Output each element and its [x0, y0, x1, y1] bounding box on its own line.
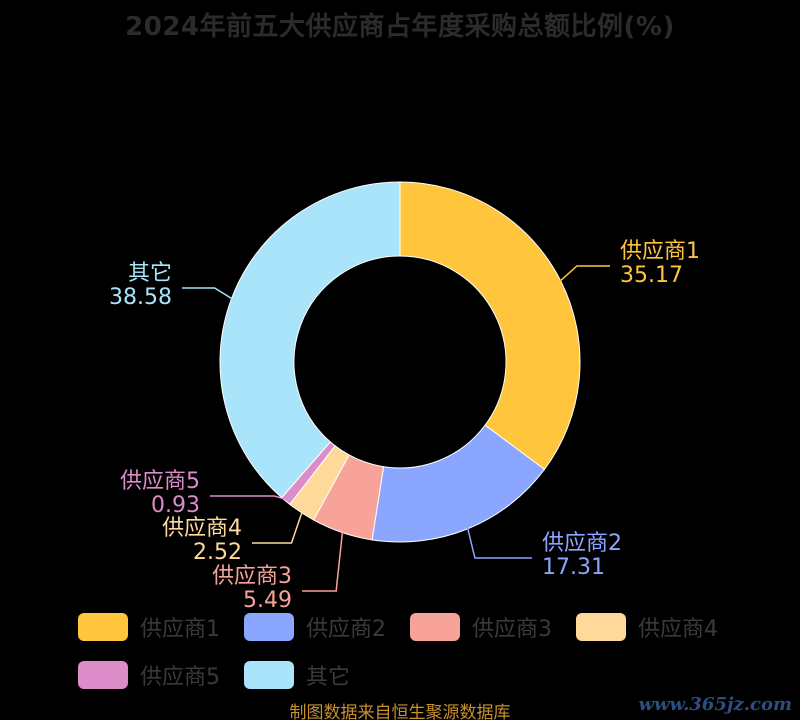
leader-line-4: [252, 510, 304, 544]
legend-label: 供应商3: [472, 617, 552, 642]
slice-1[interactable]: [399, 181, 581, 471]
slice-label-5: 供应商5: [120, 469, 200, 494]
legend-swatch: [410, 613, 460, 641]
leader-line-6: [182, 287, 234, 301]
source-note: 制图数据来自恒生聚源数据库: [289, 703, 511, 720]
legend-swatch: [244, 613, 294, 641]
legend-item-2[interactable]: 供应商2: [244, 612, 386, 642]
slice-label-4: 供应商4: [162, 516, 242, 541]
legend-label: 供应商5: [140, 665, 220, 690]
slice-label-1: 供应商1: [620, 239, 700, 264]
legend-item-4[interactable]: 供应商4: [576, 612, 718, 642]
legend-label: 供应商2: [306, 617, 386, 642]
legend-swatch: [576, 613, 626, 641]
slice-6[interactable]: [219, 181, 401, 499]
legend-item-5[interactable]: 供应商5: [78, 660, 220, 690]
legend-swatch: [78, 613, 128, 641]
chart-title: 2024年前五大供应商占年度采购总额比例(%): [125, 12, 675, 42]
leader-line-5: [210, 495, 288, 501]
slice-label-2: 供应商2: [542, 531, 622, 556]
legend-swatch: [78, 661, 128, 689]
slice-value-4: 2.52: [193, 540, 242, 565]
slice-label-3: 供应商3: [212, 564, 292, 589]
leader-line-1: [558, 265, 610, 283]
legend-item-6[interactable]: 其它: [244, 660, 350, 690]
legend-label: 供应商1: [140, 617, 220, 642]
slice-label-6: 其它: [128, 261, 172, 286]
legend-swatch: [244, 661, 294, 689]
slice-value-5: 0.93: [151, 493, 200, 518]
legend-label: 供应商4: [638, 617, 718, 642]
slice-value-2: 17.31: [542, 555, 605, 580]
legend-label: 其它: [306, 665, 351, 690]
leader-line-2: [466, 526, 532, 559]
legend-item-1[interactable]: 供应商1: [78, 612, 220, 642]
watermark: www.365jz.com: [638, 694, 792, 715]
legend-item-3[interactable]: 供应商3: [410, 612, 552, 642]
slice-value-1: 35.17: [620, 263, 683, 288]
leader-line-3: [302, 530, 344, 592]
slice-value-3: 5.49: [243, 588, 292, 613]
slice-value-6: 38.58: [109, 285, 172, 310]
